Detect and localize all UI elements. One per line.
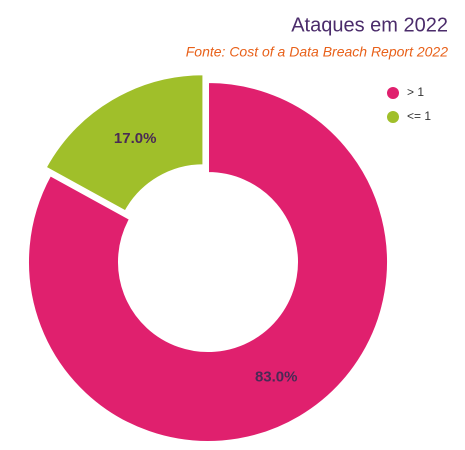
value-label: 17.0% bbox=[114, 130, 157, 147]
legend-marker bbox=[387, 87, 399, 99]
legend-text: > 1 bbox=[407, 85, 424, 99]
legend-text: <= 1 bbox=[407, 109, 431, 123]
value-label: 83.0% bbox=[255, 368, 298, 385]
chart-title: Ataques em 2022 bbox=[291, 14, 448, 36]
donut-slice bbox=[44, 73, 205, 213]
donut-slice bbox=[27, 80, 389, 443]
legend-marker bbox=[387, 111, 399, 123]
chart-subtitle: Fonte: Cost of a Data Breach Report 2022 bbox=[186, 44, 448, 60]
